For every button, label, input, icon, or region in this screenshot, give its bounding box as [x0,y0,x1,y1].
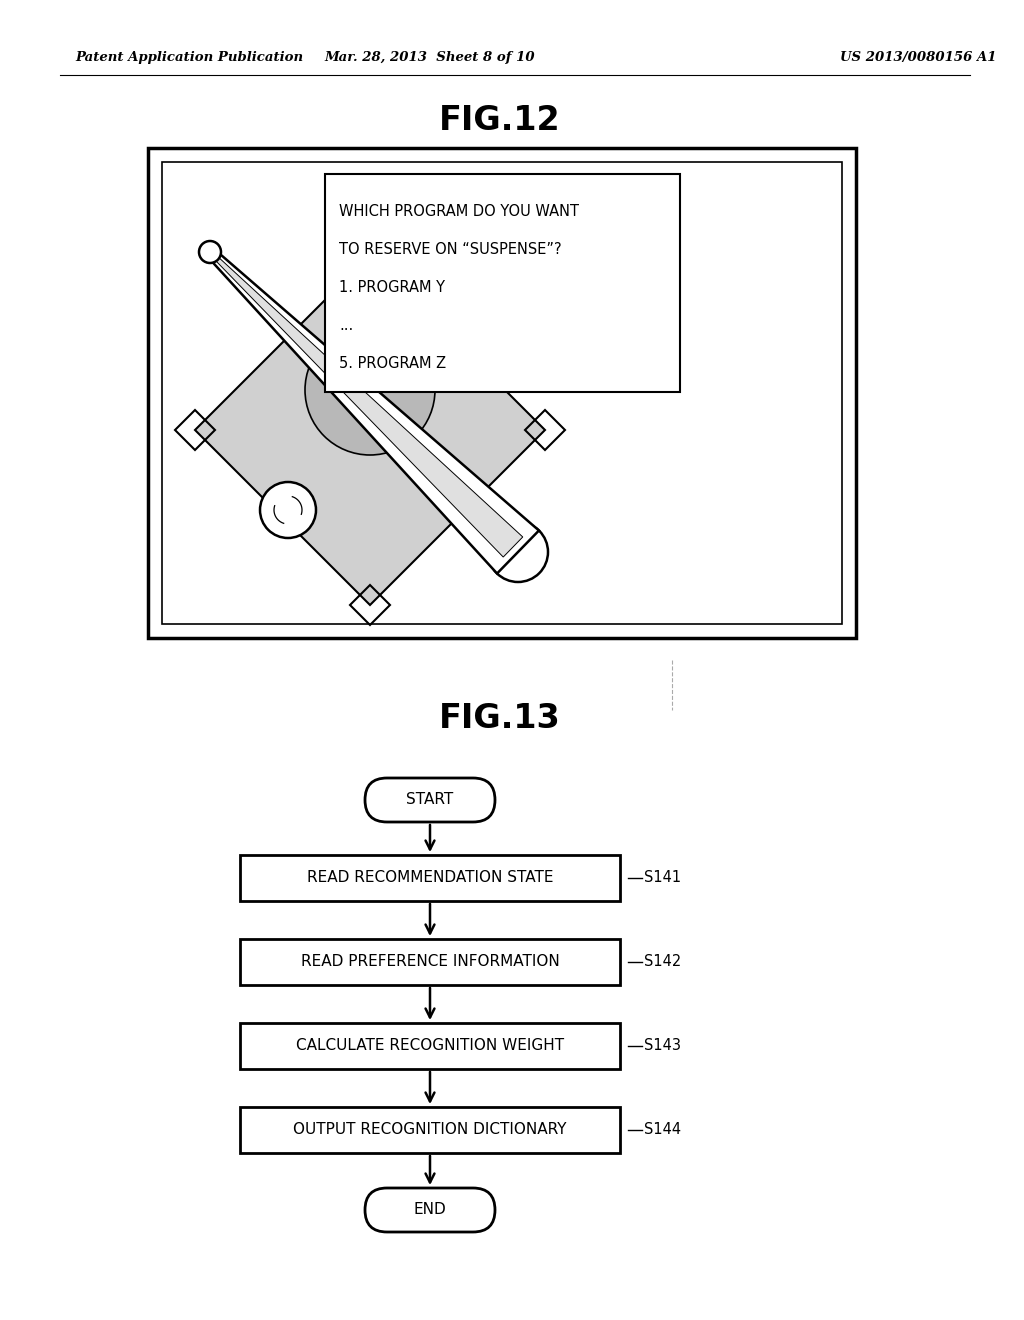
Text: OUTPUT RECOGNITION DICTIONARY: OUTPUT RECOGNITION DICTIONARY [293,1122,566,1138]
Bar [148,148,856,638]
Bar [162,162,842,624]
Bar [240,855,620,902]
Text: US 2013/0080156 A1: US 2013/0080156 A1 [840,51,996,65]
Polygon shape [195,255,545,605]
Bar [325,174,680,392]
Circle shape [260,482,316,539]
Polygon shape [211,252,523,557]
Circle shape [305,325,435,455]
Text: READ PREFERENCE INFORMATION: READ PREFERENCE INFORMATION [301,954,559,969]
Text: WHICH PROGRAM DO YOU WANT: WHICH PROGRAM DO YOU WANT [339,205,579,219]
Text: FIG.13: FIG.13 [439,701,561,734]
Text: TO RESERVE ON “SUSPENSE”?: TO RESERVE ON “SUSPENSE”? [339,242,561,257]
Text: S143: S143 [644,1039,681,1053]
Text: S142: S142 [644,954,681,969]
FancyBboxPatch shape [365,777,495,822]
Text: READ RECOMMENDATION STATE: READ RECOMMENDATION STATE [307,870,553,886]
Bar [240,1107,620,1152]
Text: START: START [407,792,454,808]
Text: Patent Application Publication: Patent Application Publication [75,51,303,65]
Text: ...: ... [339,318,353,333]
Text: Mar. 28, 2013  Sheet 8 of 10: Mar. 28, 2013 Sheet 8 of 10 [325,51,536,65]
Text: S141: S141 [644,870,681,886]
Text: S144: S144 [644,1122,681,1138]
Text: 5. PROGRAM Z: 5. PROGRAM Z [339,356,446,371]
Bar [240,939,620,985]
Text: FIG.12: FIG.12 [439,103,561,136]
Text: END: END [414,1203,446,1217]
Polygon shape [207,248,539,573]
Text: 1. PROGRAM Y: 1. PROGRAM Y [339,280,445,294]
Text: CALCULATE RECOGNITION WEIGHT: CALCULATE RECOGNITION WEIGHT [296,1039,564,1053]
Circle shape [199,242,221,263]
Bar [240,1023,620,1069]
FancyBboxPatch shape [365,1188,495,1232]
Circle shape [488,521,548,582]
